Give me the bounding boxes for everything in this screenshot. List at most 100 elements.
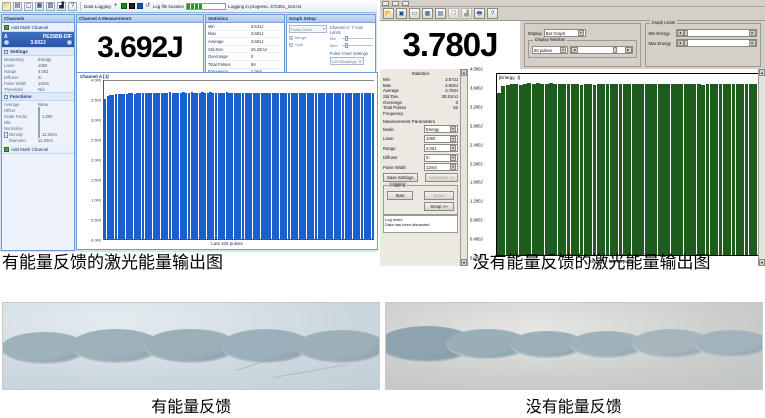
folder-icon[interactable]: 📁 <box>2 1 11 11</box>
reset-logging-button[interactable]: Reset <box>424 191 454 201</box>
y-axis-left: 4.000 3.500 3.000 2.500 2.000 1.500 1.000 0.500… <box>77 78 103 243</box>
min-energy-scrollbar[interactable]: ◄ ► <box>675 29 757 37</box>
grid-icon[interactable]: ▦ <box>35 1 44 11</box>
readings-stepper[interactable]: 100 Readings ⇕ <box>329 57 364 65</box>
y-axis-limits-title: Channel A: Y Axis Limits <box>329 25 363 35</box>
open-icon[interactable]: 📂 <box>383 8 394 19</box>
chart-scroll-up-icon[interactable]: ▲ <box>759 69 765 76</box>
setting-value[interactable]: Energy <box>38 56 52 62</box>
advanced-button[interactable]: Advanced >> <box>424 173 458 183</box>
setting-value[interactable]: N/A <box>38 86 45 92</box>
chart-title-left: Channel A [J] <box>80 74 109 79</box>
logging-setup-button[interactable]: Setup >> <box>424 201 454 211</box>
window-icon[interactable]: ▢ <box>24 1 33 11</box>
table-icon[interactable]: ▦ <box>422 8 433 19</box>
channel-a-item[interactable]: A PE25BB-DIF 3.692J <box>2 32 74 47</box>
merge-radio[interactable] <box>289 35 293 40</box>
laser-select[interactable]: 1060 ▾ <box>424 134 458 143</box>
display-window-scrollbar[interactable]: ◄ ► <box>570 46 633 54</box>
help-icon[interactable]: ? <box>68 1 77 11</box>
chart-icon[interactable]: ▟ <box>461 8 472 19</box>
chart-vertical-scrollbar[interactable]: ▲ ▼ <box>758 69 765 266</box>
display-type-select[interactable]: Bar Graph ▾ <box>543 29 586 37</box>
split-radio[interactable] <box>289 42 293 47</box>
chart-bar <box>644 83 649 255</box>
expand-icon-settings[interactable]: − <box>4 49 8 54</box>
print-icon[interactable]: ▧ <box>46 1 55 11</box>
max-slider-row[interactable]: Max <box>330 43 374 48</box>
save-icon[interactable]: ▣ <box>396 8 407 19</box>
function-value[interactable]: None <box>38 101 49 107</box>
function-value[interactable]: 11.3mm <box>38 137 53 143</box>
measurement-parameters-title: Measurement Parameters <box>383 119 436 125</box>
menu-icon-3[interactable] <box>402 0 409 6</box>
scroll-thumb[interactable] <box>612 47 617 53</box>
copy-icon[interactable]: ❐ <box>448 8 459 19</box>
merge-radio-row[interactable]: Merge <box>289 35 327 40</box>
save-settings-button[interactable]: Save Settings <box>383 173 418 183</box>
offset-checkbox[interactable] <box>38 106 40 114</box>
statistic-row: Average 3.681J <box>206 38 284 46</box>
max-scroll-thumb[interactable] <box>683 40 688 46</box>
side-panel-scrollbar[interactable]: ▲ ▼ <box>460 69 467 266</box>
scroll-up-arrow-icon[interactable]: ▲ <box>461 69 467 76</box>
function-row: Idle <box>2 118 74 126</box>
max-scroll-left-icon[interactable]: ◄ <box>676 40 684 46</box>
settings-section-header[interactable]: − Settings <box>2 47 74 56</box>
functions-section-header[interactable]: − Functions <box>2 92 74 101</box>
mode-select[interactable]: Energy ▾ <box>424 125 458 134</box>
print-icon[interactable]: 🖶 <box>474 8 485 19</box>
max-scroll-right-icon[interactable]: ► <box>749 40 756 46</box>
stop-icon[interactable] <box>128 3 135 9</box>
statistics-panel: Statistics Min 3.531J Max 3.681J Average 3.… <box>205 14 285 77</box>
add-math-channel-button[interactable]: Add Math Channel <box>2 23 74 32</box>
pause-icon[interactable] <box>136 3 143 9</box>
start-logging-button[interactable]: Start <box>387 191 413 201</box>
scale-factor-checkbox[interactable] <box>38 112 40 120</box>
chart-bar <box>228 92 231 239</box>
min-scroll-thumb[interactable] <box>683 30 688 36</box>
setting-value[interactable]: 4.00J <box>38 68 49 74</box>
scroll-left-arrow-icon[interactable]: ◄ <box>571 47 578 53</box>
idle-checkbox[interactable] <box>38 118 40 126</box>
save-icon[interactable]: ▤ <box>13 1 22 11</box>
stepper-arrows-icon[interactable]: ⇕ <box>358 58 362 64</box>
help-icon[interactable]: ? <box>487 8 498 19</box>
chart-bar <box>662 83 666 255</box>
chart-bar <box>201 92 204 239</box>
function-value: 1.000 <box>42 113 53 119</box>
chart-icon[interactable]: ▟ <box>57 1 66 11</box>
setting-value[interactable]: 1060 <box>38 62 48 68</box>
min-slider-row[interactable]: Min <box>330 36 374 41</box>
max-energy-scrollbar[interactable]: ◄ ► <box>675 39 757 47</box>
min-scroll-right-icon[interactable]: ► <box>749 30 756 36</box>
chart-type-select[interactable]: Pulse Chart ▾ <box>289 25 327 33</box>
range-select[interactable]: 4.00J ▾ <box>424 144 458 153</box>
normalize-checkbox[interactable] <box>38 124 40 132</box>
split-radio-row[interactable]: Split <box>289 42 327 47</box>
plus-icon[interactable]: + <box>114 3 118 9</box>
menu-icon-2[interactable] <box>392 0 399 6</box>
chart-bar <box>249 92 253 239</box>
pulse-width-select[interactable]: 12mS ▾ <box>424 163 458 172</box>
scroll-right-arrow-icon[interactable]: ► <box>624 47 632 53</box>
record-icon[interactable] <box>120 3 127 9</box>
expand-icon-density[interactable]: − <box>4 131 8 138</box>
add-math-channel-button-bottom[interactable]: Add Math Channel <box>2 145 74 154</box>
density-checkbox[interactable] <box>38 130 40 138</box>
disk-icon[interactable]: ▤ <box>435 8 446 19</box>
photo-without-feedback <box>385 302 763 390</box>
setting-value[interactable]: In <box>38 74 42 80</box>
refresh-icon[interactable]: ↺ <box>145 3 151 9</box>
display-window-select[interactable]: 60 pulses ▾ <box>532 46 568 54</box>
scroll-down-arrow-icon[interactable]: ▼ <box>461 259 467 266</box>
diffuser-select[interactable]: In ▾ <box>424 153 458 162</box>
max-slider[interactable] <box>341 43 374 48</box>
parameter-value: 4.00J <box>426 145 437 151</box>
expand-icon-functions[interactable]: − <box>4 94 8 99</box>
setting-value[interactable]: 12mS <box>38 80 49 86</box>
min-scroll-left-icon[interactable]: ◄ <box>676 30 684 36</box>
menu-icon-1[interactable] <box>382 0 389 6</box>
screen-icon[interactable]: ▭ <box>409 8 420 19</box>
min-slider[interactable] <box>341 36 374 41</box>
